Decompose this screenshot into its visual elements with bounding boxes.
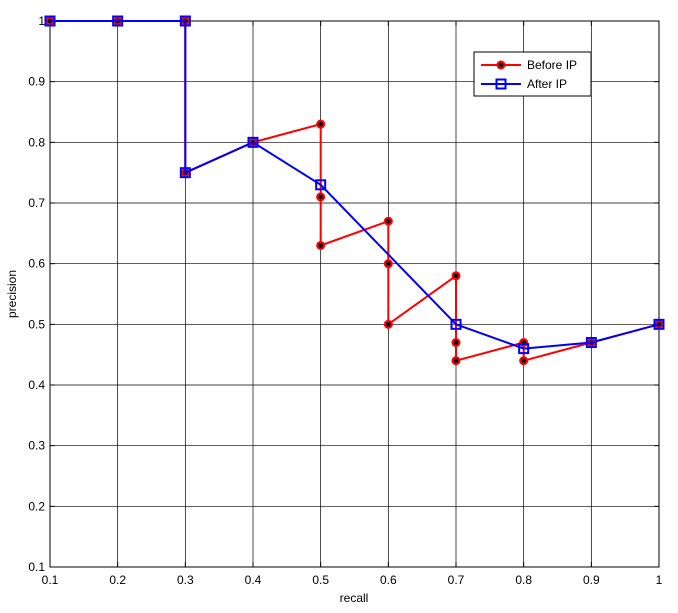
x-tick-label: 0.1 (42, 573, 59, 587)
x-tick-label: 0.2 (109, 573, 126, 587)
data-point (315, 179, 327, 191)
y-tick-label: 0.7 (28, 196, 45, 210)
plot-area (50, 21, 659, 567)
data-point-center (453, 340, 459, 345)
legend-item-1: Before IP (481, 58, 577, 72)
legend-item-2: After IP (481, 77, 567, 91)
y-tick-label: 0.1 (28, 560, 45, 574)
x-tick-label: 0.3 (177, 573, 194, 587)
x-tick-label: 0.5 (312, 573, 329, 587)
y-tick-label: 0.8 (28, 135, 45, 149)
legend-box (473, 51, 592, 97)
data-point (112, 15, 124, 27)
data-point (450, 318, 462, 330)
plot-frame (49, 20, 660, 568)
legend: Before IP After IP (473, 51, 592, 97)
legend-marker (495, 78, 507, 90)
data-point (585, 337, 597, 349)
y-tick-label: 0.9 (28, 75, 45, 89)
x-tick-label: 0.6 (380, 573, 397, 587)
y-tick-label: 0.3 (28, 439, 45, 453)
data-point-center (453, 273, 459, 279)
grid (49, 20, 660, 568)
x-tick-label: 0.8 (515, 573, 532, 587)
y-tick-label: 0.6 (28, 257, 45, 271)
data-point (179, 167, 191, 179)
x-tick-label: 0.9 (583, 573, 600, 587)
data-point (653, 318, 665, 330)
data-point-center (386, 261, 391, 266)
data-point (518, 343, 530, 355)
y-tick-label: 0.2 (28, 499, 45, 513)
legend-marker-center (498, 62, 504, 68)
y-tick-label: 1 (38, 14, 45, 28)
x-tick-label: 0.4 (245, 573, 262, 587)
data-point-center (453, 358, 459, 364)
y-tick-label: 0.5 (28, 317, 45, 331)
series-line (50, 20, 660, 350)
data-point-center (386, 322, 391, 327)
data-point-center (318, 121, 323, 127)
data-point (179, 15, 191, 27)
x-axis-label: recall (340, 591, 369, 605)
data-point-center (386, 218, 391, 224)
data-point-center (521, 358, 526, 364)
y-axis-label: precision (5, 270, 19, 318)
legend-label: After IP (527, 77, 567, 91)
data-point (247, 136, 259, 148)
data-point-center (318, 243, 323, 248)
data-point-center (318, 194, 323, 200)
x-tick-label: 0.7 (448, 573, 465, 587)
axes: 0.1 0.2 0.3 0.4 0.5 0.6 0.7 0.8 0.9 1 0.1 0.2 0.3 0.4… (28, 14, 662, 587)
legend-label: Before IP (527, 58, 577, 72)
data-point (44, 15, 56, 27)
y-tick-label: 0.4 (28, 378, 45, 392)
x-tick-label: 1 (656, 573, 663, 587)
series-group (44, 15, 665, 366)
series-2 (44, 15, 665, 355)
